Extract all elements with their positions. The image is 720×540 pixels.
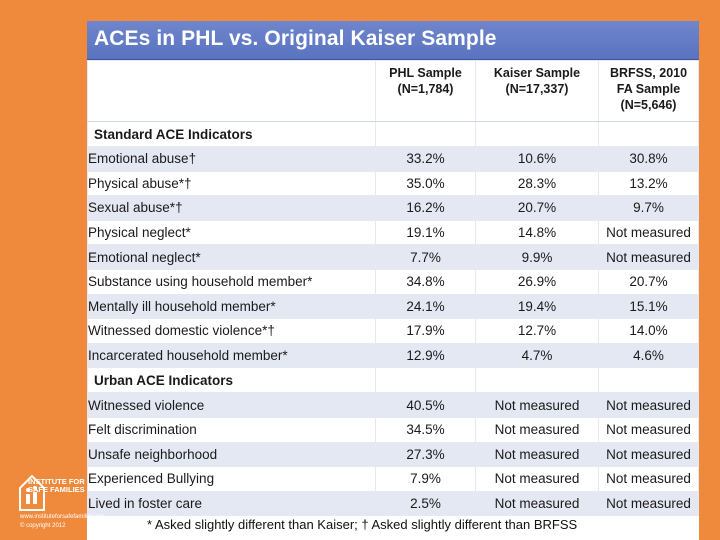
value-phl: 35.0% — [375, 170, 476, 197]
row-label: Emotional abuse† — [87, 146, 376, 172]
row-label: Mentally ill household member* — [87, 293, 376, 320]
value-phl: 19.1% — [375, 219, 476, 246]
table-row: Lived in foster care 2.5% Not measured Not … — [87, 490, 699, 517]
value-brfss: 13.2% — [598, 170, 699, 197]
row-label: Felt discrimination — [87, 416, 376, 443]
value-kaiser: 10.6% — [475, 146, 599, 172]
value-brfss: Not measured — [598, 392, 699, 418]
value-brfss: Not measured — [598, 244, 699, 270]
section-blank-cell — [375, 121, 476, 147]
value-kaiser: 28.3% — [475, 170, 599, 197]
table-row: Experienced Bullying 7.9% Not measured Not … — [87, 466, 699, 492]
value-kaiser: 12.7% — [475, 318, 599, 344]
section-blank-cell — [475, 367, 599, 394]
value-kaiser: 26.9% — [475, 268, 599, 295]
table-row: Sexual abuse*† 16.2% 20.7% 9.7% — [87, 195, 699, 221]
column-header-brfss: BRFSS, 2010 FA Sample (N=5,646) — [598, 60, 699, 122]
value-kaiser: 4.7% — [475, 342, 599, 369]
value-brfss: 9.7% — [598, 195, 699, 221]
row-label: Incarcerated household member* — [87, 342, 376, 369]
table-row: Physical neglect* 19.1% 14.8% Not measured — [87, 219, 699, 246]
value-brfss: 14.0% — [598, 318, 699, 344]
section-header-row: Urban ACE Indicators — [87, 367, 699, 394]
row-label: Sexual abuse*† — [87, 195, 376, 221]
value-phl: 27.3% — [375, 441, 476, 468]
value-kaiser: Not measured — [475, 490, 599, 517]
column-header-kaiser: Kaiser Sample (N=17,337) — [475, 60, 599, 122]
aces-table-body: PHL Sample (N=1,784) Kaiser Sample (N=17… — [87, 60, 699, 517]
value-kaiser: Not measured — [475, 441, 599, 468]
value-phl: 16.2% — [375, 195, 476, 221]
section-heading: Urban ACE Indicators — [87, 367, 376, 394]
value-brfss: Not measured — [598, 219, 699, 246]
value-phl: 33.2% — [375, 146, 476, 172]
value-phl: 7.9% — [375, 466, 476, 492]
table-row: Incarcerated household member* 12.9% 4.7% 4… — [87, 342, 699, 369]
table-row: Witnessed violence 40.5% Not measured Not m… — [87, 392, 699, 418]
table-row: Substance using household member* 34.8% 26… — [87, 268, 699, 295]
value-kaiser: Not measured — [475, 416, 599, 443]
table-row: Emotional neglect* 7.7% 9.9% Not measured — [87, 244, 699, 270]
header-blank — [87, 60, 376, 122]
value-brfss: 15.1% — [598, 293, 699, 320]
table-header-row: PHL Sample (N=1,784) Kaiser Sample (N=17… — [87, 60, 699, 122]
value-phl: 40.5% — [375, 392, 476, 418]
value-brfss: Not measured — [598, 490, 699, 517]
value-kaiser: 14.8% — [475, 219, 599, 246]
value-kaiser: 9.9% — [475, 244, 599, 270]
value-phl: 12.9% — [375, 342, 476, 369]
logo-copyright: © copyright 2012 — [20, 523, 66, 529]
value-brfss: 20.7% — [598, 268, 699, 295]
section-blank-cell — [475, 121, 599, 147]
row-label: Witnessed violence — [87, 392, 376, 418]
title-bar: ACEs in PHL vs. Original Kaiser Sample — [87, 21, 699, 60]
value-brfss: Not measured — [598, 441, 699, 468]
row-label: Substance using household member* — [87, 268, 376, 295]
row-label: Unsafe neighborhood — [87, 441, 376, 468]
row-label: Physical neglect* — [87, 219, 376, 246]
row-label: Experienced Bullying — [87, 466, 376, 492]
slide-title: ACEs in PHL vs. Original Kaiser Sample — [94, 27, 497, 50]
institute-logo-icon — [19, 474, 45, 511]
section-header-row: Standard ACE Indicators — [87, 121, 699, 147]
value-phl: 7.7% — [375, 244, 476, 270]
logo-url: www.instituteforsafefamilies.org — [20, 514, 105, 520]
section-blank-cell — [598, 121, 699, 147]
row-label: Lived in foster care — [87, 490, 376, 517]
value-kaiser: 19.4% — [475, 293, 599, 320]
value-phl: 24.1% — [375, 293, 476, 320]
value-phl: 17.9% — [375, 318, 476, 344]
logo-name: INSTITUTE FOR SAFE FAMILIES — [28, 477, 85, 494]
value-kaiser: 20.7% — [475, 195, 599, 221]
row-label: Physical abuse*† — [87, 170, 376, 197]
table-row: Mentally ill household member* 24.1% 19.4%… — [87, 293, 699, 320]
row-label: Witnessed domestic violence*† — [87, 318, 376, 344]
section-blank-cell — [598, 367, 699, 394]
value-phl: 2.5% — [375, 490, 476, 517]
footnote: * Asked slightly different than Kaiser; … — [147, 517, 578, 532]
value-kaiser: Not measured — [475, 392, 599, 418]
table-row: Physical abuse*† 35.0% 28.3% 13.2% — [87, 170, 699, 197]
table-row: Felt discrimination 34.5% Not measured Not … — [87, 416, 699, 443]
aces-table: PHL Sample (N=1,784) Kaiser Sample (N=17… — [87, 60, 699, 517]
value-phl: 34.8% — [375, 268, 476, 295]
section-blank-cell — [375, 367, 476, 394]
table-row: Emotional abuse† 33.2% 10.6% 30.8% — [87, 146, 699, 172]
value-brfss: 30.8% — [598, 146, 699, 172]
value-phl: 34.5% — [375, 416, 476, 443]
section-heading: Standard ACE Indicators — [87, 121, 376, 147]
value-kaiser: Not measured — [475, 466, 599, 492]
value-brfss: Not measured — [598, 466, 699, 492]
column-header-phl: PHL Sample (N=1,784) — [375, 60, 476, 122]
table-row: Unsafe neighborhood 27.3% Not measured Not … — [87, 441, 699, 468]
row-label: Emotional neglect* — [87, 244, 376, 270]
value-brfss: Not measured — [598, 416, 699, 443]
table-row: Witnessed domestic violence*† 17.9% 12.7% 1… — [87, 318, 699, 344]
slide: ACEs in PHL vs. Original Kaiser Sample P… — [87, 21, 699, 540]
value-brfss: 4.6% — [598, 342, 699, 369]
